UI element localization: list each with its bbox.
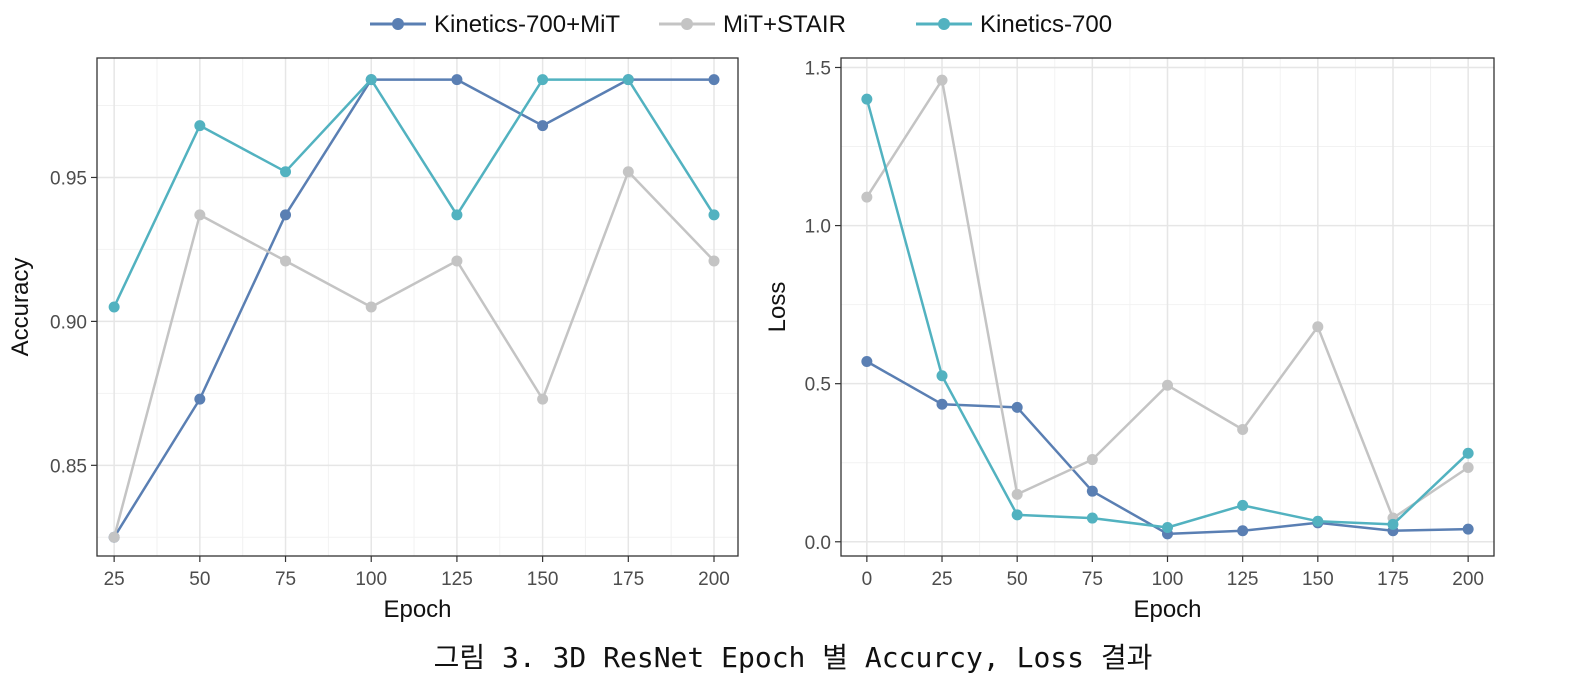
data-point (708, 255, 720, 267)
data-point (1237, 424, 1249, 436)
y-tick-label: 0.0 (805, 533, 831, 554)
data-point (708, 74, 720, 86)
data-point (108, 531, 120, 543)
legend-key-point (392, 18, 404, 30)
data-point (451, 209, 463, 221)
x-tick-label: 200 (1452, 569, 1484, 590)
x-tick-label: 175 (612, 569, 644, 590)
chart-figure: Kinetics-700+MiT MiT+STAIR Kinetics-700 25… (7, 11, 1495, 623)
accuracy-panel: 25 50 75 100 125 150 175 200 0.85 0.90 0.95 Epoch Ac… (7, 57, 739, 623)
x-tick-label: 0 (862, 569, 873, 590)
data-point (108, 301, 120, 313)
legend-item: Kinetics-700+MiT (370, 11, 620, 38)
data-point (1237, 525, 1249, 537)
x-tick-label: 100 (355, 569, 387, 590)
x-tick-label: 25 (104, 569, 125, 590)
series-line (112, 78, 716, 308)
loss-panel: 0 25 50 75 100 125 150 175 200 0.0 0.5 1.0 1.5 Epoch L… (764, 57, 1495, 623)
legend-label: Kinetics-700+MiT (434, 11, 620, 38)
data-point (1162, 522, 1173, 534)
data-point (1462, 523, 1474, 535)
data-point (1086, 512, 1098, 524)
y-tick-label: 0.95 (50, 168, 87, 189)
data-point (194, 120, 206, 132)
data-point (280, 255, 292, 267)
data-point (451, 255, 463, 267)
data-point (365, 301, 377, 313)
data-point (1312, 321, 1324, 333)
y-axis-title: Loss (764, 282, 791, 333)
data-point (708, 209, 720, 221)
data-point (1312, 515, 1324, 527)
data-point (622, 74, 634, 86)
data-point (194, 393, 206, 405)
y-tick-label: 1.5 (805, 58, 831, 79)
data-point (537, 393, 549, 405)
data-point (936, 398, 948, 410)
x-axis-title: Epoch (1133, 596, 1201, 623)
x-tick-label: 50 (1007, 569, 1028, 590)
data-point (861, 93, 873, 105)
legend: Kinetics-700+MiT MiT+STAIR Kinetics-700 (370, 11, 1112, 38)
series-mit-stair (108, 166, 720, 543)
plot-border (96, 57, 739, 557)
series-kinetics-700 (108, 74, 720, 313)
data-point (280, 209, 292, 221)
data-point (861, 191, 873, 203)
x-axis-title: Epoch (383, 596, 451, 623)
legend-label: MiT+STAIR (723, 11, 846, 38)
legend-key-point (938, 18, 950, 30)
data-point (194, 209, 206, 221)
legend-item: MiT+STAIR (659, 11, 846, 38)
legend-item: Kinetics-700 (916, 11, 1112, 38)
series-line (112, 170, 715, 538)
data-point (537, 74, 549, 86)
plot-background (97, 58, 738, 556)
y-tick-label: 0.5 (805, 375, 831, 396)
figure-caption: 그림 3. 3D ResNet Epoch 별 Accurcy, Loss 결과 (433, 641, 1153, 674)
y-tick-label: 1.0 (805, 217, 831, 238)
series-kinetics-700 (861, 93, 1474, 534)
data-point (280, 166, 292, 178)
x-tick-label: 125 (441, 569, 473, 590)
x-tick-label: 150 (527, 569, 559, 590)
data-point (1237, 499, 1249, 511)
data-point (622, 166, 634, 178)
data-point (1086, 485, 1098, 497)
y-axis-title: Accuracy (7, 258, 34, 357)
data-point (1162, 379, 1173, 391)
legend-label: Kinetics-700 (980, 11, 1112, 38)
data-point (1011, 401, 1023, 413)
x-tick-label: 75 (275, 569, 296, 590)
data-point (451, 74, 463, 86)
data-point (936, 74, 948, 86)
data-point (365, 74, 377, 86)
x-tick-label: 125 (1227, 569, 1259, 590)
data-point (1387, 518, 1399, 530)
y-tick-label: 0.90 (50, 312, 87, 333)
data-point (936, 370, 948, 382)
series-mit-stair (861, 74, 1474, 524)
x-tick-label: 150 (1302, 569, 1334, 590)
data-point (861, 356, 873, 368)
x-tick-label: 75 (1082, 569, 1103, 590)
data-point (1011, 509, 1023, 521)
x-tick-label: 25 (931, 569, 952, 590)
x-tick-label: 175 (1377, 569, 1409, 590)
x-tick-label: 50 (189, 569, 210, 590)
data-point (1462, 447, 1474, 459)
series-line (113, 78, 714, 538)
x-tick-label: 100 (1152, 569, 1184, 590)
data-point (1011, 488, 1023, 500)
data-point (537, 120, 549, 132)
data-point (1462, 461, 1474, 473)
y-tick-label: 0.85 (50, 456, 87, 477)
legend-key-point (681, 18, 693, 30)
x-tick-label: 200 (698, 569, 730, 590)
data-point (1086, 454, 1098, 466)
